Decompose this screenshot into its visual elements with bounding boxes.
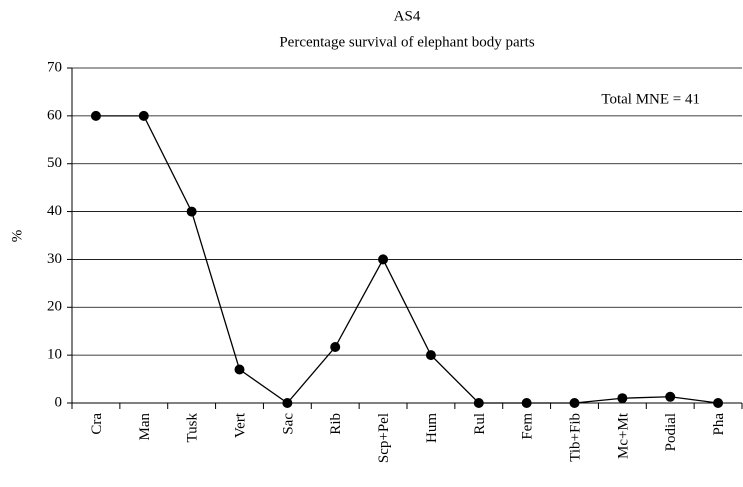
annotation: Total MNE = 41 <box>601 91 700 107</box>
marker <box>330 342 341 353</box>
x-tick-label: Tib+Fib <box>568 413 584 462</box>
x-tick-label: Tusk <box>185 413 201 443</box>
marker <box>234 364 245 375</box>
x-tick-label: Vert <box>233 412 249 438</box>
x-tick-label: Scp+Pel <box>376 413 392 463</box>
y-tick-label: 20 <box>47 299 62 315</box>
marker <box>186 206 197 217</box>
marker <box>521 398 532 408</box>
x-tick-label: Rib <box>328 413 344 435</box>
y-tick-label: 10 <box>47 347 62 363</box>
y-tick-label: 30 <box>47 251 62 267</box>
x-tick-label: Mc+Mt <box>615 412 631 459</box>
x-tick-label: Rul <box>472 413 488 435</box>
marker <box>90 110 101 121</box>
x-tick-label: Man <box>137 413 153 441</box>
marker <box>282 398 293 408</box>
y-tick-label: 0 <box>55 394 63 410</box>
x-tick-label: Fem <box>520 413 536 440</box>
marker <box>713 398 724 408</box>
marker <box>378 254 389 265</box>
x-tick-label: Sac <box>280 413 296 435</box>
chart-title: AS4 <box>394 8 421 24</box>
y-tick-label: 60 <box>47 107 62 123</box>
marker <box>665 391 676 402</box>
y-axis-label: % <box>9 230 25 243</box>
chart-subtitle: Percentage survival of elephant body par… <box>279 34 534 50</box>
marker <box>138 110 149 121</box>
marker <box>569 398 580 408</box>
marker <box>425 350 436 361</box>
x-tick-label: Pha <box>711 413 727 436</box>
x-tick-label: Hum <box>424 413 440 443</box>
marker <box>617 393 628 404</box>
marker <box>473 398 484 408</box>
y-tick-label: 70 <box>47 59 62 75</box>
y-tick-label: 40 <box>47 203 62 219</box>
line <box>95 115 719 404</box>
x-tick-label: Podial <box>663 413 679 451</box>
y-tick-label: 50 <box>47 155 62 171</box>
x-tick-label: Cra <box>89 413 105 435</box>
